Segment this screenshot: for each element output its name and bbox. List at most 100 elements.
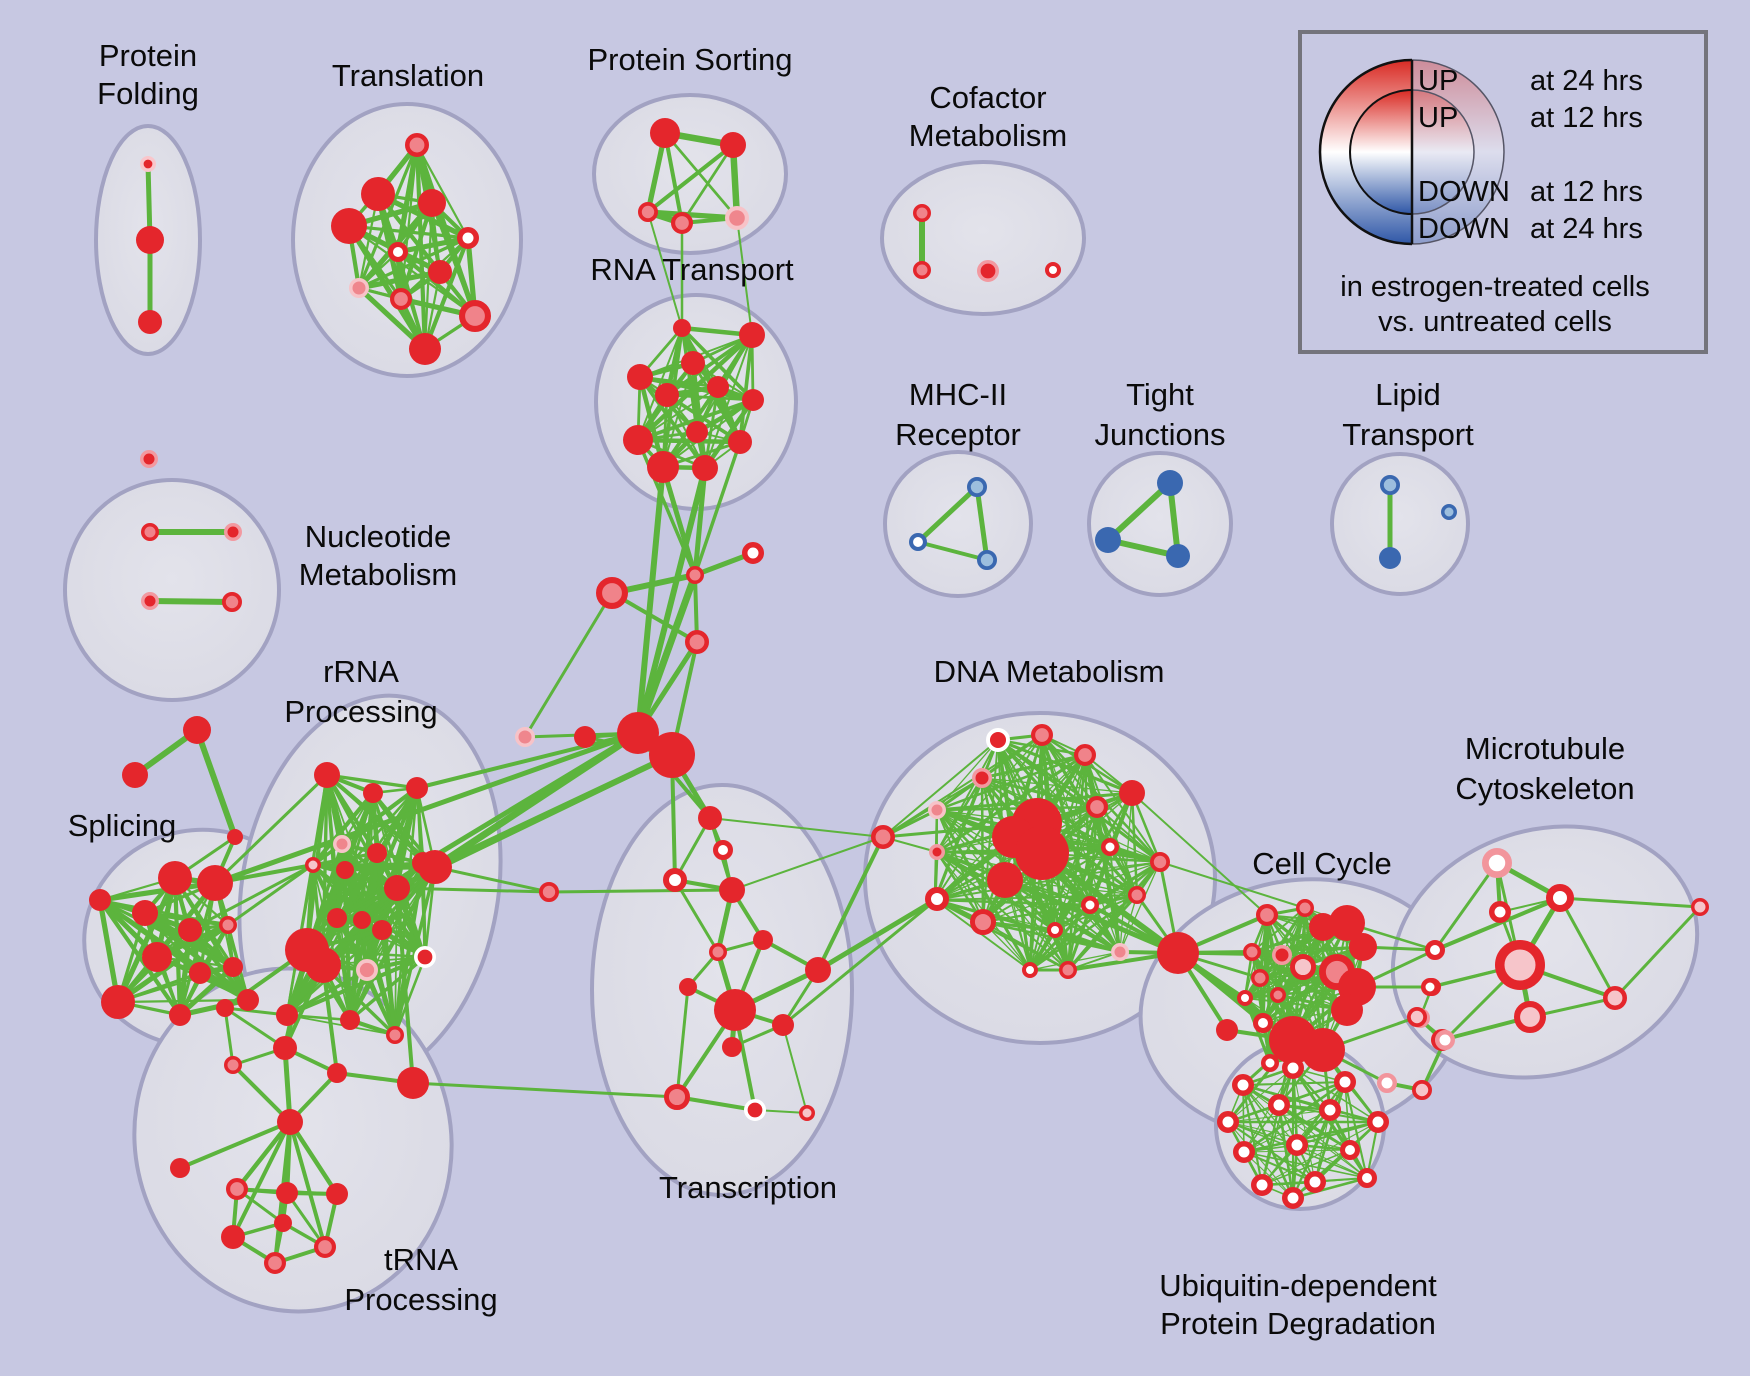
lipid-transport-node-2[interactable] (1441, 504, 1457, 520)
transcription-node-11[interactable] (663, 1083, 690, 1110)
cell-cycle-node-0[interactable] (1255, 904, 1278, 927)
backbone-node-12[interactable] (1157, 932, 1199, 974)
rrna-processing-node-19[interactable] (355, 958, 378, 981)
transcription-node-4[interactable] (753, 930, 773, 950)
transcription-node-2[interactable] (663, 868, 687, 892)
transcription-node-13[interactable] (799, 1105, 815, 1121)
dna-metabolism-node-21[interactable] (1022, 962, 1038, 978)
dna-metabolism-node-19[interactable] (1111, 943, 1129, 961)
rrna-processing-node-0[interactable] (314, 762, 340, 788)
translation-node-1[interactable] (361, 177, 395, 211)
rrna-processing-node-5[interactable] (336, 861, 354, 879)
rrna-processing-node-9[interactable] (418, 850, 452, 884)
ubiquitin-degradation-node-11[interactable] (1304, 1171, 1326, 1193)
ubiquitin-degradation-node-1[interactable] (1282, 1057, 1304, 1079)
dna-metabolism-node-6[interactable] (1085, 796, 1108, 819)
ubiquitin-degradation-node-7[interactable] (1233, 1141, 1255, 1163)
rna-transport-node-8[interactable] (623, 425, 653, 455)
backbone-node-13[interactable] (1216, 1019, 1238, 1041)
cell-cycle-node-4[interactable] (1289, 953, 1316, 980)
ubiquitin-degradation-node-9[interactable] (1340, 1140, 1360, 1160)
rrna-processing-node-10[interactable] (327, 908, 347, 928)
splicing-node-8[interactable] (89, 889, 111, 911)
translation-node-9[interactable] (459, 300, 492, 333)
rrna-processing-node-4[interactable] (305, 857, 321, 873)
cell-cycle-node-14[interactable] (1270, 987, 1286, 1003)
protein-folding-node-2[interactable] (138, 310, 162, 334)
splicing-node-9[interactable] (101, 985, 135, 1019)
rrna-processing-node-16[interactable] (340, 1010, 360, 1030)
dna-metabolism-node-18[interactable] (1047, 922, 1063, 938)
rna-transport-node-0[interactable] (673, 319, 691, 337)
dna-metabolism-node-15[interactable] (969, 908, 996, 935)
lipid-transport-node-0[interactable] (1380, 474, 1401, 495)
cell-cycle-node-5[interactable] (1251, 969, 1269, 987)
backbone-node-18[interactable] (1377, 1073, 1397, 1093)
nucleotide-metabolism-node-3[interactable] (141, 592, 159, 610)
rrna-processing-node-17[interactable] (386, 1026, 404, 1044)
dna-metabolism-node-3[interactable] (972, 768, 992, 788)
splicing-node-11[interactable] (237, 989, 259, 1011)
ubiquitin-degradation-node-8[interactable] (1286, 1134, 1308, 1156)
dna-metabolism-node-0[interactable] (985, 727, 1010, 752)
rna-transport-node-3[interactable] (627, 364, 653, 390)
trna-processing-node-13[interactable] (397, 1067, 429, 1099)
ubiquitin-degradation-node-2[interactable] (1334, 1071, 1356, 1093)
transcription-node-6[interactable] (679, 978, 697, 996)
rrna-processing-node-20[interactable] (539, 882, 560, 903)
translation-node-7[interactable] (349, 278, 369, 298)
trna-processing-node-8[interactable] (263, 1251, 286, 1274)
tight-junctions-node-2[interactable] (1166, 544, 1190, 568)
microtubule-cytoskeleton-node-0[interactable] (1482, 848, 1512, 878)
ubiquitin-degradation-node-6[interactable] (1367, 1111, 1389, 1133)
dna-metabolism-node-20[interactable] (1059, 961, 1077, 979)
translation-node-10[interactable] (409, 333, 441, 365)
rrna-processing-node-2[interactable] (406, 777, 428, 799)
trna-processing-node-10[interactable] (224, 1056, 242, 1074)
backbone-node-19[interactable] (1412, 1080, 1433, 1101)
transcription-node-10[interactable] (722, 1037, 742, 1057)
protein-sorting-node-2[interactable] (638, 201, 659, 222)
cell-cycle-node-8[interactable] (1349, 933, 1377, 961)
mhc-ii-receptor-node-1[interactable] (909, 533, 928, 552)
translation-node-8[interactable] (389, 287, 412, 310)
transcription-node-8[interactable] (714, 989, 756, 1031)
transcription-node-0[interactable] (698, 806, 722, 830)
backbone-node-5[interactable] (649, 732, 695, 778)
dna-metabolism-node-10[interactable] (1015, 826, 1069, 880)
translation-node-2[interactable] (418, 189, 446, 217)
rrna-processing-node-7[interactable] (384, 875, 410, 901)
cell-cycle-node-2[interactable] (1243, 943, 1261, 961)
backbone-node-9[interactable] (227, 829, 243, 845)
transcription-node-5[interactable] (709, 943, 727, 961)
trna-processing-node-7[interactable] (313, 1235, 336, 1258)
mhc-ii-receptor-node-0[interactable] (967, 476, 988, 497)
rrna-processing-node-11[interactable] (353, 911, 371, 929)
backbone-node-10[interactable] (871, 825, 896, 850)
translation-node-4[interactable] (457, 227, 479, 249)
dna-metabolism-node-12[interactable] (1101, 838, 1119, 856)
splicing-node-6[interactable] (189, 962, 211, 984)
dna-metabolism-node-2[interactable] (1073, 744, 1096, 767)
trna-processing-node-3[interactable] (276, 1182, 298, 1204)
trna-processing-node-0[interactable] (277, 1109, 303, 1135)
cell-cycle-node-7[interactable] (1329, 905, 1365, 941)
cell-cycle-node-16[interactable] (1301, 1028, 1345, 1072)
cofactor-metabolism-node-2[interactable] (977, 260, 1000, 283)
backbone-node-3[interactable] (685, 630, 710, 655)
trna-processing-node-12[interactable] (327, 1063, 347, 1083)
backbone-node-15[interactable] (1421, 978, 1439, 996)
microtubule-cytoskeleton-node-3[interactable] (1495, 940, 1545, 990)
trna-processing-node-5[interactable] (221, 1225, 245, 1249)
rrna-processing-node-15[interactable] (276, 1004, 298, 1026)
trna-processing-node-1[interactable] (170, 1158, 190, 1178)
rrna-processing-node-1[interactable] (363, 783, 383, 803)
splicing-node-10[interactable] (169, 1004, 191, 1026)
translation-node-5[interactable] (388, 242, 408, 262)
dna-metabolism-node-5[interactable] (1119, 780, 1145, 806)
cell-cycle-node-3[interactable] (1272, 945, 1292, 965)
trna-processing-node-4[interactable] (326, 1183, 348, 1205)
translation-node-3[interactable] (331, 208, 367, 244)
splicing-node-3[interactable] (178, 918, 202, 942)
tight-junctions-node-1[interactable] (1095, 527, 1121, 553)
